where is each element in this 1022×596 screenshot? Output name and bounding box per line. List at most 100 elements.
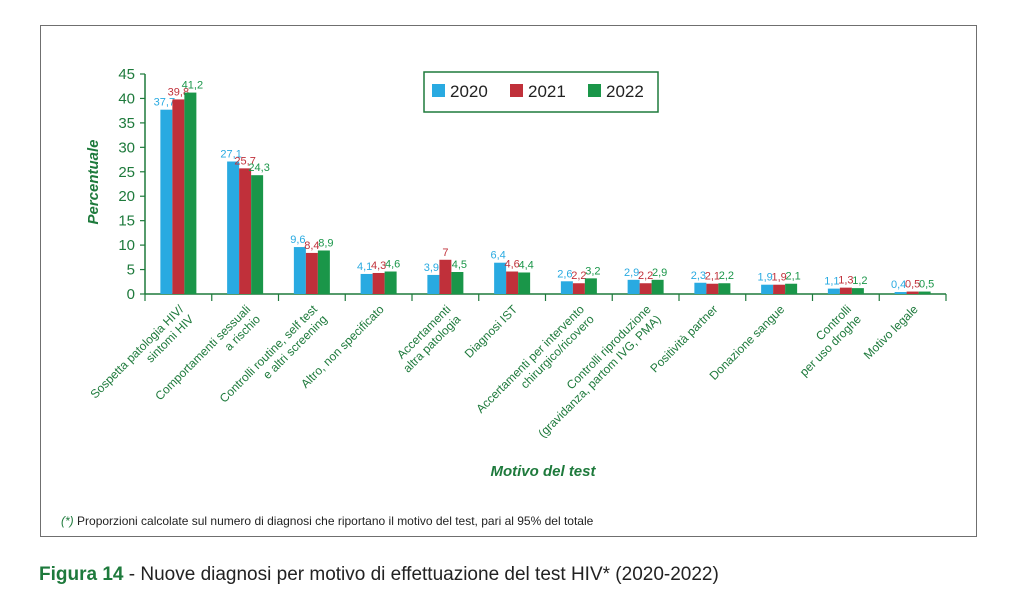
x-category-label-line: Motivo legale bbox=[861, 302, 921, 362]
bar-2021 bbox=[506, 271, 519, 294]
bar-2022 bbox=[785, 283, 798, 294]
bar-2022 bbox=[651, 279, 664, 294]
data-label-2020: 3,9 bbox=[424, 262, 439, 274]
y-tick-label: 5 bbox=[127, 262, 135, 279]
y-tick-label: 30 bbox=[118, 139, 135, 156]
data-label-2022: 1,2 bbox=[852, 275, 867, 287]
y-tick-label: 45 bbox=[118, 66, 135, 83]
data-label-2022: 2,2 bbox=[719, 270, 734, 282]
x-category-label: Controlliper uso droghe bbox=[787, 302, 864, 379]
bar-2020 bbox=[227, 161, 240, 294]
data-label-2021: 0,5 bbox=[905, 279, 920, 291]
x-category-label: Accertamentialtra patologia bbox=[390, 302, 463, 375]
data-label-2021: 2,2 bbox=[638, 270, 653, 282]
x-category-label: Sospetta patologia HIV/sintomi HIV bbox=[87, 302, 196, 411]
data-label-2022: 3,2 bbox=[585, 265, 600, 277]
data-label-2021: 39,8 bbox=[168, 86, 189, 98]
figure-title: - Nuove diagnosi per motivo di effettuaz… bbox=[128, 564, 719, 585]
data-label-2022: 8,9 bbox=[318, 237, 333, 249]
bar-2020 bbox=[627, 279, 640, 294]
legend-label-2022: 2022 bbox=[606, 82, 644, 101]
data-label-2021: 4,6 bbox=[504, 259, 519, 271]
bar-2021 bbox=[372, 272, 385, 294]
bar-2021 bbox=[706, 283, 719, 294]
legend-swatch-2022 bbox=[588, 84, 601, 97]
bar-2021 bbox=[839, 287, 852, 294]
data-label-2020: 1,9 bbox=[757, 272, 772, 284]
data-label-2022: 0,5 bbox=[919, 279, 934, 291]
bar-2022 bbox=[584, 278, 597, 294]
data-label-2021: 2,1 bbox=[705, 271, 720, 283]
data-label-2022: 24,3 bbox=[248, 162, 269, 174]
x-category-label: Diagnosi IST bbox=[462, 302, 521, 361]
data-label-2021: 25,7 bbox=[234, 155, 255, 167]
bar-2021 bbox=[305, 252, 318, 294]
bar-2021 bbox=[773, 284, 786, 294]
data-label-2020: 9,6 bbox=[290, 234, 305, 246]
y-tick-label: 35 bbox=[118, 115, 135, 132]
bar-2020 bbox=[560, 281, 573, 294]
data-label-2021: 1,9 bbox=[771, 272, 786, 284]
bar-2021 bbox=[172, 99, 185, 294]
footnote-mark: (*) bbox=[61, 514, 74, 528]
figure-caption: Figura 14 - Nuove diagnosi per motivo di… bbox=[39, 564, 719, 586]
bar-2020 bbox=[160, 109, 173, 294]
bar-2022 bbox=[851, 288, 864, 294]
bar-2022 bbox=[518, 272, 531, 294]
data-label-2022: 2,1 bbox=[785, 271, 800, 283]
chart-frame: 0 5 10 15 20 25 30 35 40 45 Percentuale 37,7 39,8 41,… bbox=[40, 25, 977, 537]
y-tick-label: 15 bbox=[118, 213, 135, 230]
data-label-2020: 4,1 bbox=[357, 261, 372, 273]
data-label-2020: 27,1 bbox=[220, 149, 241, 161]
data-label-2020: 37,7 bbox=[154, 97, 175, 109]
data-label-2020: 0,4 bbox=[891, 279, 906, 291]
bar-2021 bbox=[572, 283, 585, 294]
data-label-2022: 2,9 bbox=[652, 267, 667, 279]
x-category-label-line: Diagnosi IST bbox=[462, 302, 521, 361]
bar-chart: 0 5 10 15 20 25 30 35 40 45 Percentuale 37,739,841,… bbox=[85, 66, 947, 480]
bar-2021 bbox=[239, 168, 252, 294]
data-label-2020: 2,9 bbox=[624, 267, 639, 279]
bar-2020 bbox=[894, 292, 907, 294]
data-label-2020: 2,3 bbox=[691, 270, 706, 282]
bar-2021 bbox=[639, 283, 652, 294]
y-tick-label: 25 bbox=[118, 164, 135, 181]
bar-2022 bbox=[718, 283, 731, 294]
data-label-2021: 4,3 bbox=[371, 260, 386, 272]
x-category-label: Motivo legale bbox=[861, 302, 921, 362]
data-label-2021: 1,3 bbox=[838, 275, 853, 287]
legend-box bbox=[423, 71, 659, 113]
x-category-label: Positività partner bbox=[647, 302, 720, 375]
bar-2020 bbox=[761, 284, 774, 294]
bar-2022 bbox=[451, 272, 464, 294]
bar-2020 bbox=[360, 273, 373, 294]
bar-2020 bbox=[427, 274, 440, 294]
data-label-2020: 6,4 bbox=[490, 250, 505, 262]
bar-2022 bbox=[384, 271, 397, 294]
legend-label-2021: 2021 bbox=[528, 82, 566, 101]
y-tick-label: 10 bbox=[118, 237, 135, 254]
bar-2022 bbox=[251, 175, 264, 294]
legend-swatch-2021 bbox=[510, 84, 523, 97]
bar-2021 bbox=[906, 291, 919, 294]
data-label-2021: 8,4 bbox=[304, 240, 319, 252]
y-tick-label: 20 bbox=[118, 188, 135, 205]
y-tick-label: 0 bbox=[127, 286, 135, 303]
y-axis-title: Percentuale bbox=[85, 139, 102, 224]
bar-2020 bbox=[293, 247, 306, 294]
x-category-label: Donazione sangue bbox=[707, 302, 788, 383]
bar-2020 bbox=[694, 282, 707, 294]
bar-2020 bbox=[494, 262, 507, 294]
bar-2020 bbox=[827, 288, 840, 294]
data-label-2022: 41,2 bbox=[182, 80, 203, 92]
footnote-text: Proporzioni calcolate sul numero di diag… bbox=[77, 514, 594, 528]
data-label-2022: 4,4 bbox=[518, 259, 533, 271]
data-label-2021: 7 bbox=[442, 247, 448, 259]
legend-label-2020: 2020 bbox=[450, 82, 488, 101]
x-axis-title: Motivo del test bbox=[490, 463, 596, 480]
figure-number: Figura 14 bbox=[39, 564, 124, 585]
data-label-2022: 4,6 bbox=[385, 259, 400, 271]
bar-2022 bbox=[918, 291, 931, 294]
data-label-2022: 4,5 bbox=[452, 259, 467, 271]
x-category-label-line: Donazione sangue bbox=[707, 302, 788, 383]
